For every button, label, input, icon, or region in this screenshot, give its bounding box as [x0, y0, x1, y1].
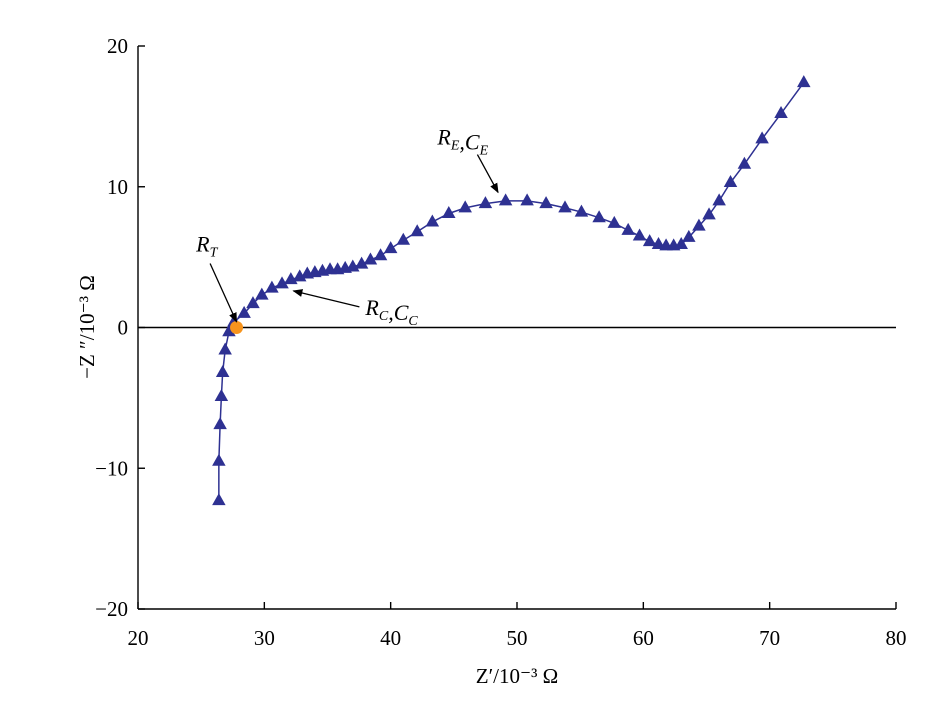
y-tick-label: 20 — [107, 34, 128, 58]
x-tick-label: 70 — [759, 626, 780, 650]
data-point-triangle — [275, 276, 289, 289]
x-tick-label: 50 — [507, 626, 528, 650]
data-point-triangle — [592, 210, 606, 223]
data-point-triangle — [222, 324, 236, 337]
y-tick-label: −20 — [95, 597, 128, 621]
annotation-arrow — [292, 289, 360, 308]
data-point-triangle — [478, 196, 493, 209]
y-ticks: 20 10 0 −10 −20 — [95, 34, 145, 621]
data-point-triangle — [255, 287, 269, 300]
data-point-triangle — [702, 207, 716, 220]
x-tick-label: 40 — [380, 626, 401, 650]
data-point-triangle — [396, 232, 411, 245]
x-tick-label: 80 — [886, 626, 907, 650]
data-point-triangle — [520, 193, 534, 206]
data-point-triangle — [607, 215, 622, 228]
data-point-triangle — [498, 193, 513, 206]
data-point-triangle — [215, 365, 230, 378]
annotation-arrow — [209, 263, 238, 323]
data-point-triangle — [265, 280, 279, 293]
series-line — [218, 82, 805, 501]
annotation-arrow — [476, 154, 499, 194]
data-point-triangle — [712, 193, 726, 206]
data-point-triangle — [723, 175, 738, 188]
y-tick-label: 10 — [107, 175, 128, 199]
data-point-triangle — [642, 234, 657, 247]
data-point-triangle — [213, 417, 227, 430]
y-tick-label: −10 — [95, 456, 128, 480]
data-point-triangle — [539, 196, 553, 209]
x-tick-label: 60 — [633, 626, 654, 650]
data-point-triangle — [774, 106, 788, 119]
data-point-triangle — [682, 229, 696, 242]
data-point-triangle — [674, 236, 688, 249]
data-point-triangle — [383, 241, 398, 254]
x-tick-label: 30 — [254, 626, 275, 650]
data-point-triangle — [373, 248, 388, 261]
data-point-triangle — [574, 204, 589, 217]
data-point-triangle — [218, 342, 232, 355]
annotation-label: RT — [195, 231, 218, 260]
x-axis-title: Z′/10⁻³ Ω — [476, 664, 559, 688]
data-point-triangle — [425, 214, 440, 227]
x-ticks: 20 30 40 50 60 70 80 — [128, 602, 907, 650]
annotation-label: RC,CC — [364, 295, 418, 329]
data-point-triangle — [458, 200, 472, 213]
x-tick-label: 20 — [128, 626, 149, 650]
data-point-triangle — [558, 200, 572, 213]
annotation-label: RE,CE — [436, 125, 488, 159]
data-point-triangle — [212, 493, 226, 506]
data-point-triangle — [212, 453, 226, 466]
data-point-triangle — [237, 305, 251, 318]
plot-area — [137, 46, 896, 610]
data-point-triangle — [363, 252, 378, 265]
data-point-circle — [230, 321, 244, 334]
data-point-triangle — [621, 222, 635, 235]
data-point-triangle — [632, 228, 647, 241]
data-point-triangle — [214, 388, 229, 401]
data-point-triangle — [692, 218, 706, 231]
y-axis-title: −Z ″/10⁻³ Ω — [75, 275, 99, 379]
data-point-triangle — [354, 256, 369, 269]
data-point-triangle — [797, 75, 811, 88]
data-point-triangle — [737, 156, 752, 169]
series-layer — [212, 75, 811, 506]
annotation-layer: RT RC,CC RE,CE — [195, 125, 499, 329]
data-point-triangle — [442, 205, 456, 218]
data-point-triangle — [410, 224, 424, 237]
y-tick-label: 0 — [118, 316, 129, 340]
data-point-triangle — [755, 131, 769, 144]
data-point-triangle — [246, 296, 260, 309]
